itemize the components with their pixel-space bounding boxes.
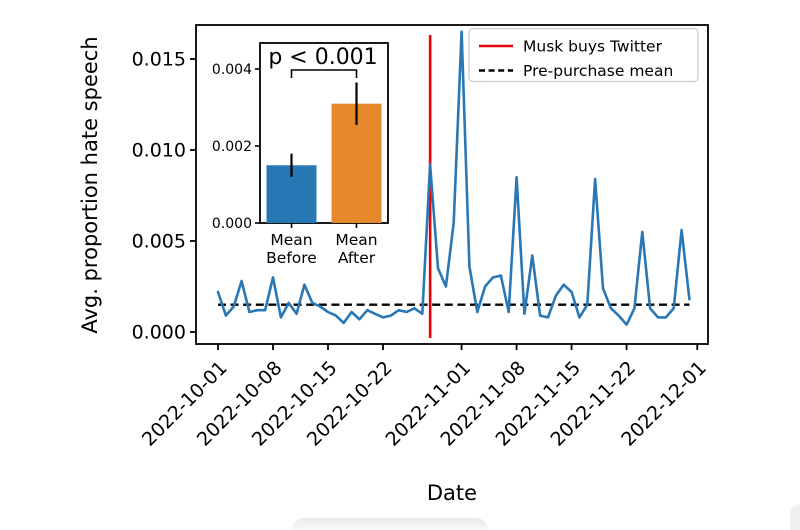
hate-speech-series-line — [216, 30, 691, 327]
inset-category-label: After — [338, 249, 376, 267]
legend: Musk buys Twitter Pre-purchase mean — [468, 27, 699, 83]
y-tick-label: 0.010 — [132, 140, 186, 162]
y-tick-label: 0.000 — [132, 322, 186, 344]
y-tick-label: 0.015 — [132, 49, 186, 71]
inset-category-label: Mean — [335, 231, 377, 249]
y-tick-label: 0.005 — [132, 231, 186, 253]
x-axis-title: Date — [427, 481, 477, 505]
main-plot-area: 0.0000.0050.0100.0152022-10-012022-10-08… — [132, 24, 711, 451]
background-artifact-corner — [790, 504, 800, 530]
inset-y-tick-label: 0.004 — [212, 62, 252, 78]
p-value-label: p < 0.001 — [268, 45, 377, 70]
legend-label-mean: Pre-purchase mean — [523, 62, 673, 80]
y-axis-title: Avg. proportion hate speech — [78, 36, 102, 333]
inset-category-label: Before — [266, 249, 317, 267]
significance-bracket — [290, 69, 358, 78]
background-artifact — [292, 518, 488, 530]
inset-y-tick-label: 0.002 — [212, 139, 252, 155]
inset-y-tick-label: 0.000 — [212, 216, 252, 232]
legend-label-event: Musk buys Twitter — [523, 38, 663, 56]
inset-category-label: Mean — [270, 231, 312, 249]
legend-box — [468, 27, 699, 83]
